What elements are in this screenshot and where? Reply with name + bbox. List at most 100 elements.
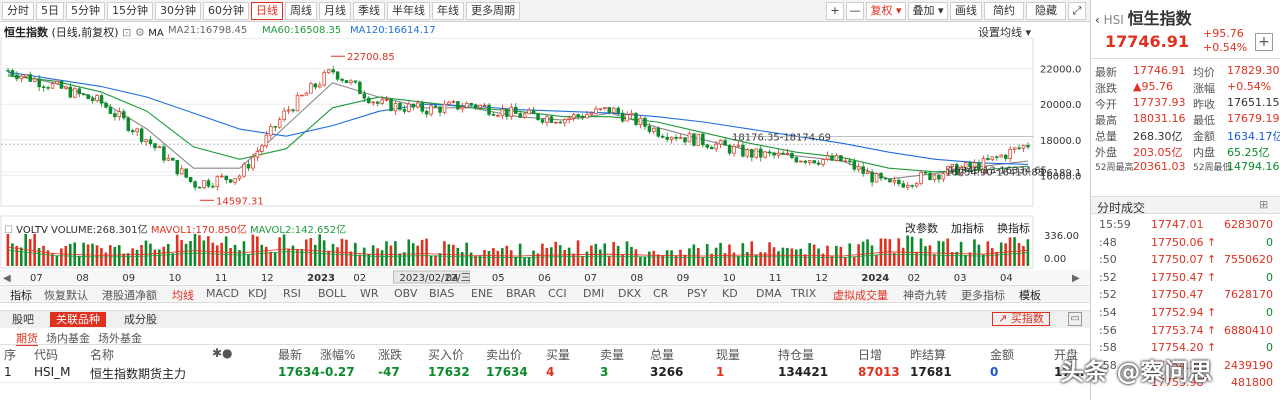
bottom-tab[interactable]: 关联品种 <box>50 312 106 327</box>
candle-body <box>656 127 661 137</box>
sub-tab[interactable]: 场内基金 <box>46 332 90 345</box>
set-ma-button[interactable]: 设置均线 ▾ <box>978 24 1031 40</box>
indicator-tab[interactable]: BOLL <box>318 287 347 300</box>
simple-mode-button[interactable]: 简约 <box>984 2 1024 20</box>
change-param-button[interactable]: 改参数 <box>905 222 938 235</box>
indicator-tab[interactable]: 港股通净额 <box>102 289 157 302</box>
fuquan-dropdown[interactable]: 复权 ▾ <box>866 2 906 20</box>
indicator-tab[interactable]: 均线 <box>172 289 194 302</box>
period-tab[interactable]: 日线 <box>251 1 283 20</box>
indicator-tab[interactable]: 模板 <box>1019 289 1041 302</box>
lock-icon[interactable]: ⊡ <box>122 26 132 39</box>
indicator-tab[interactable]: KDJ <box>248 287 267 300</box>
candle-body <box>678 137 683 139</box>
period-tab[interactable]: 月线 <box>319 1 351 20</box>
indicator-tab[interactable]: MACD <box>206 287 239 300</box>
column-header[interactable]: 最新 <box>278 348 303 362</box>
overlay-dropdown[interactable]: 叠加 ▾ <box>908 2 948 20</box>
indicator-tab[interactable]: 神奇九转 <box>903 289 947 302</box>
period-tab[interactable]: 周线 <box>285 1 317 20</box>
column-header[interactable]: 买量 <box>546 348 571 362</box>
candle-body <box>1017 147 1021 149</box>
expand-icon[interactable]: ⊞ <box>1259 198 1269 211</box>
period-tab[interactable]: 15分钟 <box>107 1 153 20</box>
indicator-tab[interactable]: 恢复默认 <box>44 289 88 302</box>
add-indicator-button[interactable]: 加指标 <box>951 222 984 235</box>
candle-body <box>932 174 937 181</box>
indicator-tab[interactable]: RSI <box>283 287 301 300</box>
indicator-tab[interactable]: KD <box>722 287 738 300</box>
more-periods-dropdown[interactable]: 更多周期 <box>466 1 520 20</box>
column-header[interactable]: 卖出价 <box>486 348 523 362</box>
candle-body <box>772 152 776 156</box>
vol-y-top: 336.00 <box>1044 231 1079 242</box>
column-header[interactable]: 现量 <box>716 348 741 362</box>
period-tab[interactable]: 30分钟 <box>155 1 201 20</box>
buy-index-label: 买指数 <box>1010 312 1044 325</box>
indicator-tab[interactable]: ENE <box>471 287 494 300</box>
period-tab[interactable]: 5日 <box>36 1 64 20</box>
sub-tab[interactable]: 期货 <box>16 332 38 346</box>
indicator-tab[interactable]: DMI <box>583 287 605 300</box>
column-header[interactable]: 卖量 <box>600 348 625 362</box>
fullscreen-icon[interactable]: ⤢ <box>1068 2 1086 20</box>
period-tab[interactable]: 60分钟 <box>203 1 249 20</box>
quote-value: 14794.16 <box>1227 160 1280 173</box>
indicator-tab[interactable]: BRAR <box>506 287 536 300</box>
period-tab[interactable]: 季线 <box>353 1 385 20</box>
column-header[interactable]: 买入价 <box>428 348 465 362</box>
tick-time: :58 <box>1099 358 1117 372</box>
gear-icon[interactable]: ⚙ <box>134 26 145 39</box>
period-tab[interactable]: 5分钟 <box>66 1 105 20</box>
settings-dots-icon[interactable]: ✱● <box>212 346 233 360</box>
minimize-icon[interactable]: ▭ <box>1068 312 1082 326</box>
column-header[interactable]: 涨跌 <box>378 348 403 362</box>
indicator-tab[interactable]: 指标 <box>10 289 32 302</box>
quote-row: 最新 17746.91 均价 17829.30 <box>1095 64 1280 80</box>
candle-body <box>710 146 714 150</box>
indicator-tab[interactable]: 虚拟成交量 <box>833 289 888 302</box>
column-header[interactable]: 总量 <box>650 348 675 362</box>
indicator-tab[interactable]: 更多指标 <box>961 289 1005 302</box>
indicator-tab[interactable]: CCI <box>548 287 567 300</box>
indicator-tab[interactable]: TRIX <box>791 287 817 300</box>
draw-line-button[interactable]: 画线 <box>950 2 982 20</box>
x-tick-label: 11 <box>215 273 228 284</box>
indicator-tab[interactable]: WR <box>360 287 379 300</box>
volume-bar <box>264 246 268 266</box>
column-header[interactable]: 日增 <box>858 348 883 362</box>
zoom-in-button[interactable]: + <box>826 2 844 20</box>
candle-body <box>451 101 456 103</box>
indicator-tab[interactable]: DKX <box>618 287 642 300</box>
column-header[interactable]: 序 <box>4 348 17 362</box>
buy-index-button[interactable]: ↗ 买指数 <box>992 312 1050 326</box>
column-header[interactable]: 金额 <box>990 348 1015 362</box>
swap-indicator-button[interactable]: 换指标 <box>997 222 1030 235</box>
bottom-tab[interactable]: 股吧 <box>12 313 34 326</box>
period-tab[interactable]: 分时 <box>2 1 34 20</box>
chevron-left-icon[interactable]: ‹ <box>1095 13 1100 27</box>
indicator-tab[interactable]: DMA <box>756 287 782 300</box>
add-watchlist-button[interactable]: + <box>1255 33 1273 51</box>
sub-tab[interactable]: 场外基金 <box>98 332 142 345</box>
scroll-left-icon[interactable]: ◀ <box>3 273 11 284</box>
period-tab[interactable]: 年线 <box>432 1 464 20</box>
bottom-tab[interactable]: 成分股 <box>124 313 157 326</box>
column-header[interactable]: 昨结算 <box>910 348 947 362</box>
column-header[interactable]: 涨幅% <box>320 348 356 362</box>
hide-button[interactable]: 隐藏 <box>1026 2 1066 20</box>
zoom-out-button[interactable]: — <box>846 2 864 20</box>
column-header[interactable]: 开盘 <box>1054 348 1079 362</box>
indicator-tab[interactable]: CR <box>653 287 669 300</box>
period-tab[interactable]: 半年线 <box>387 1 430 20</box>
column-header[interactable]: 名称 <box>90 348 115 362</box>
indicator-tab[interactable]: PSY <box>687 287 708 300</box>
column-header[interactable]: 代码 <box>34 348 59 362</box>
indicator-tab[interactable]: OBV <box>394 287 418 300</box>
scroll-right-icon[interactable]: ▶ <box>1072 273 1080 284</box>
column-header[interactable]: 持仓量 <box>778 348 815 362</box>
checkbox-icon[interactable]: ☐ <box>4 225 13 236</box>
indicator-tab[interactable]: BIAS <box>429 287 455 300</box>
